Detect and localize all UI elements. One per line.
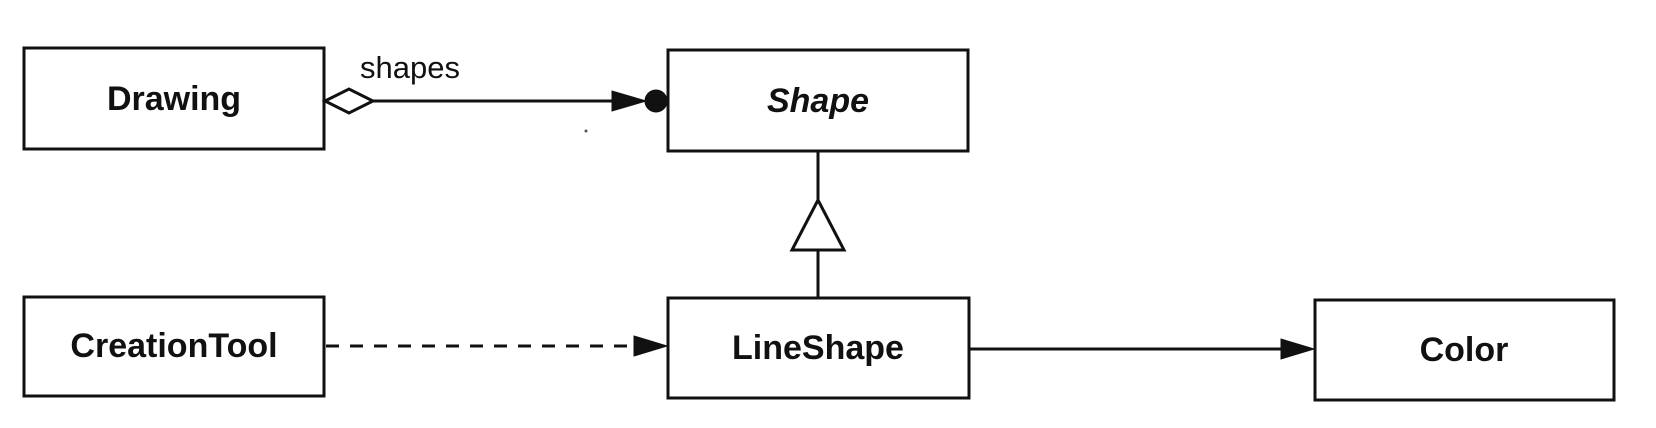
scan-speck — [584, 129, 588, 133]
class-line-shape-label: LineShape — [732, 329, 904, 367]
class-color-label: Color — [1420, 331, 1509, 369]
class-shape[interactable]: Shape — [666, 48, 970, 153]
class-line-shape[interactable]: LineShape — [666, 296, 971, 400]
class-creation-tool-box — [22, 295, 326, 398]
multiplicity-dot-icon — [644, 89, 668, 113]
aggregation-drawing-shapes: shapes — [321, 50, 668, 115]
class-drawing[interactable]: Drawing — [22, 46, 326, 151]
dependency-arrowhead-icon — [633, 335, 669, 357]
class-shape-box — [666, 48, 970, 153]
aggregation-diamond-icon — [321, 87, 377, 115]
association-arrowhead-icon — [1280, 338, 1316, 360]
class-color[interactable]: Color — [1313, 298, 1616, 402]
class-creation-tool[interactable]: CreationTool — [22, 295, 326, 398]
class-drawing-box — [22, 46, 326, 151]
association-lineshape-color — [969, 338, 1316, 360]
inheritance-triangle-icon — [789, 196, 847, 252]
role-label-shapes: shapes — [360, 50, 460, 85]
class-color-box — [1313, 298, 1616, 402]
inheritance-lineshape-shape — [789, 151, 847, 298]
class-shape-label: Shape — [767, 82, 869, 120]
arrowhead-icon — [611, 90, 648, 112]
dependency-creationtool-lineshape — [326, 335, 669, 357]
class-drawing-label: Drawing — [107, 80, 241, 118]
class-creation-tool-label: CreationTool — [70, 327, 277, 365]
